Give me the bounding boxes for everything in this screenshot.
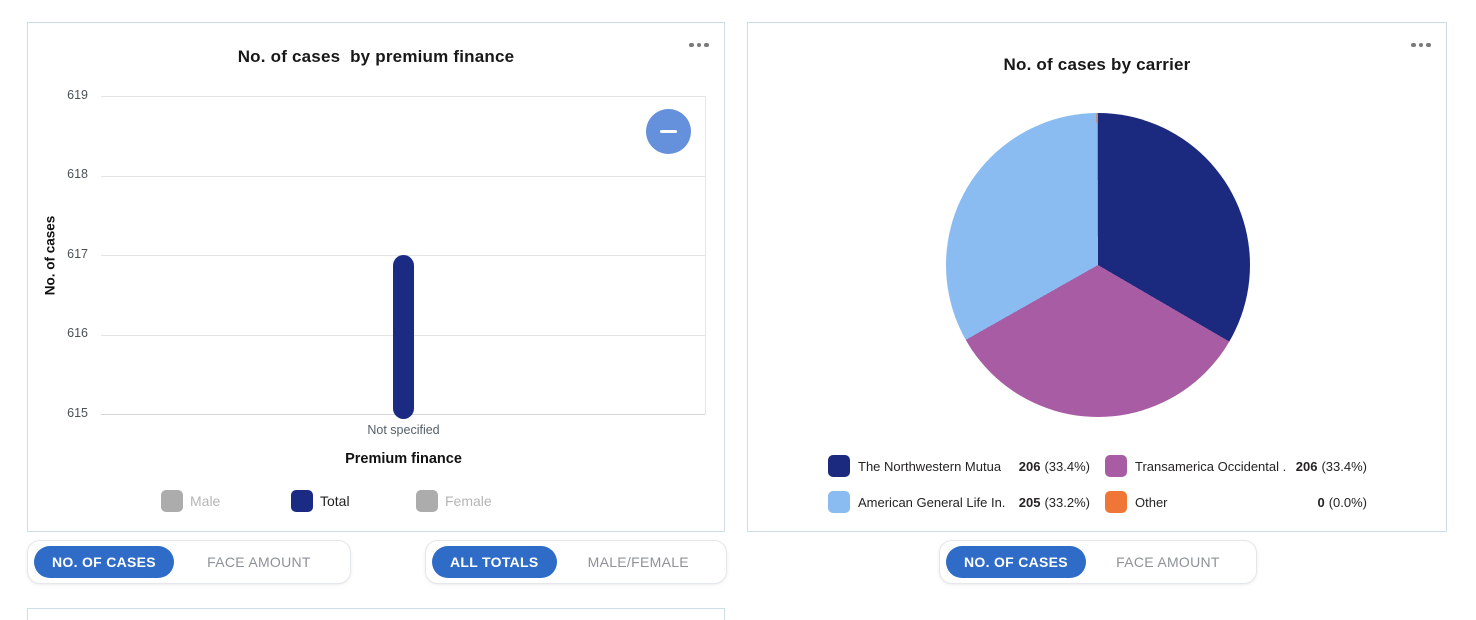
legend-item-male[interactable]: Male [161, 490, 220, 512]
no-of-cases-button[interactable]: NO. OF CASES [946, 546, 1086, 578]
legend-label: Transamerica Occidental . [1135, 458, 1287, 474]
bar-chart-title: No. of cases by premium finance [237, 47, 515, 66]
face-amount-button[interactable]: FACE AMOUNT [1086, 546, 1250, 578]
legend-label: Total [320, 493, 350, 509]
no-of-cases-button[interactable]: NO. OF CASES [34, 546, 174, 578]
legend-item-other[interactable]: Other 0 (0.0%) [1105, 491, 1367, 513]
right-measure-toggle-group: NO. OF CASES FACE AMOUNT [939, 540, 1257, 584]
bar-chart-panel: No. of cases by premium finance No. of c… [27, 22, 725, 532]
legend-label: Other [1135, 494, 1168, 510]
gridline [101, 96, 705, 97]
legend-value: 206 [1295, 458, 1318, 474]
legend-value: 206 [1018, 458, 1041, 474]
gridline [101, 175, 705, 177]
legend-item-transamerica[interactable]: Transamerica Occidental . 206 (33.4%) [1105, 455, 1367, 477]
left-breakdown-toggle-group: ALL TOTALS MALE/FEMALE [425, 540, 727, 584]
legend-value: 0 [1317, 494, 1325, 510]
legend-value: 205 [1018, 494, 1041, 510]
american-general-swatch [828, 491, 850, 513]
pie-legend: The Northwestern Mutua 206 (33.4%) Trans… [828, 455, 1367, 513]
legend-label: The Northwestern Mutua [858, 458, 1002, 474]
total-bar-not-specified[interactable] [393, 255, 414, 419]
y-tick: 616 [67, 326, 88, 340]
legend-percent: (33.4%) [1044, 458, 1090, 474]
legend-label: Female [445, 493, 492, 509]
pie-chart-panel: No. of cases by carrier The Northwestern… [747, 22, 1447, 532]
y-tick: 615 [67, 406, 88, 420]
transamerica-swatch [1105, 455, 1127, 477]
ellipsis-icon[interactable] [1408, 39, 1434, 51]
total-swatch [291, 490, 313, 512]
legend-item-total[interactable]: Total [291, 490, 350, 512]
pie-chart-title: No. of cases by carrier [1003, 55, 1191, 74]
other-swatch [1105, 491, 1127, 513]
next-panel-partial [27, 608, 725, 620]
northwestern-swatch [828, 455, 850, 477]
left-measure-toggle-group: NO. OF CASES FACE AMOUNT [27, 540, 351, 584]
legend-percent: (0.0%) [1328, 494, 1367, 510]
y-tick: 618 [67, 167, 88, 181]
legend-item-american-general[interactable]: American General Life In. 205 (33.2%) [828, 491, 1090, 513]
x-axis-title: Premium finance [345, 451, 462, 467]
legend-label: Male [190, 493, 221, 509]
pie-chart[interactable] [946, 113, 1250, 417]
zoom-out-button[interactable] [646, 109, 691, 154]
bar-chart-plot-area [101, 96, 706, 419]
minus-icon [660, 130, 677, 133]
legend-item-female[interactable]: Female [416, 490, 492, 512]
legend-percent: (33.4%) [1321, 458, 1367, 474]
all-totals-button[interactable]: ALL TOTALS [432, 546, 557, 578]
male-swatch [161, 490, 183, 512]
face-amount-button[interactable]: FACE AMOUNT [174, 546, 344, 578]
legend-label: American General Life In. [858, 494, 1006, 510]
x-tick-label: Not specified [367, 423, 440, 437]
female-swatch [416, 490, 438, 512]
ellipsis-icon[interactable] [686, 39, 712, 51]
y-tick: 617 [67, 247, 88, 261]
male-female-button[interactable]: MALE/FEMALE [557, 546, 720, 578]
legend-item-northwestern[interactable]: The Northwestern Mutua 206 (33.4%) [828, 455, 1090, 477]
y-tick: 619 [67, 88, 88, 102]
legend-percent: (33.2%) [1044, 494, 1090, 510]
